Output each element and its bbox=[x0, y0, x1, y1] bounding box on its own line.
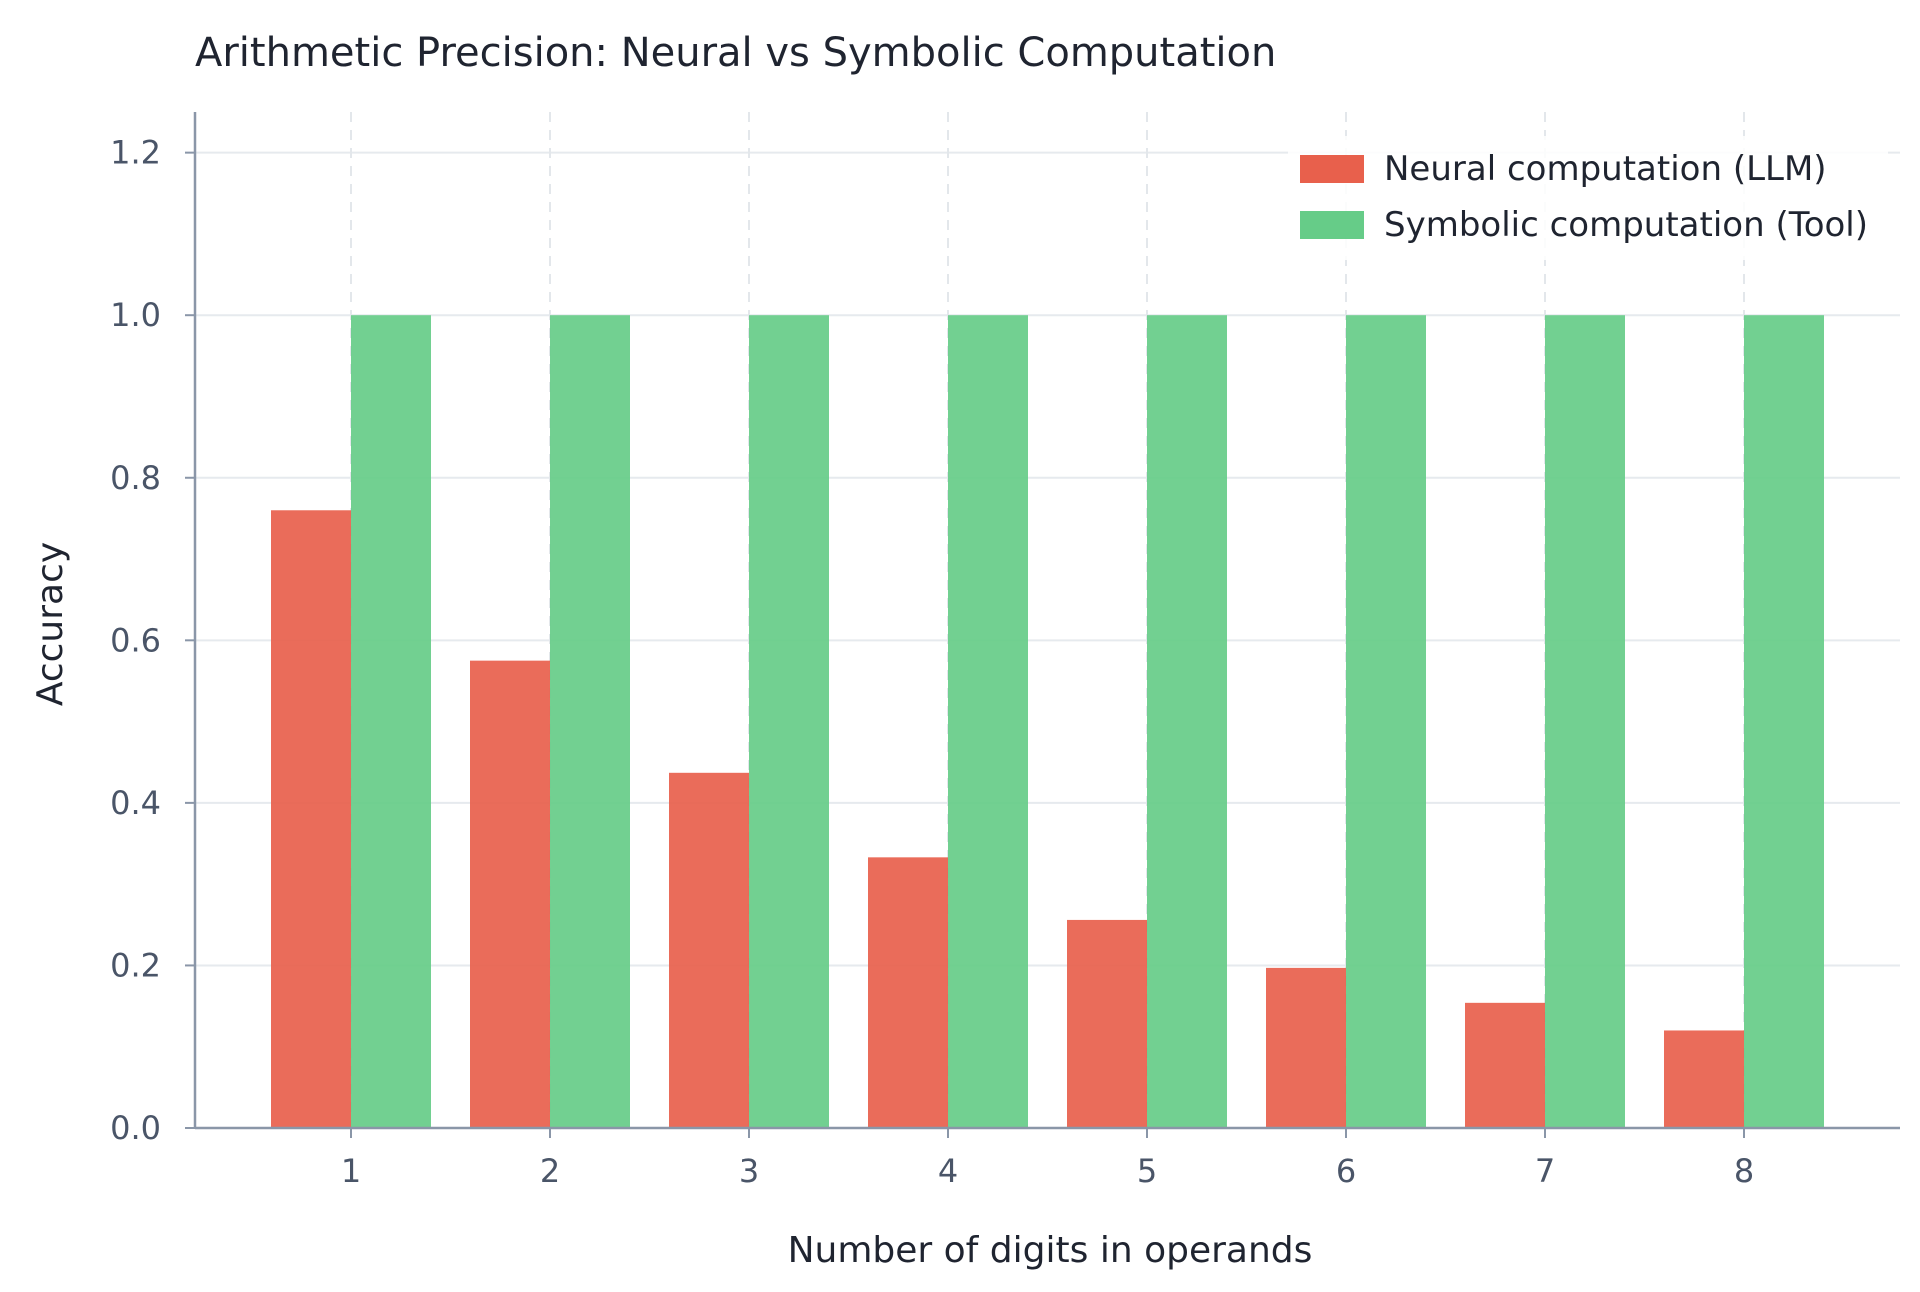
chart-title: Arithmetic Precision: Neural vs Symbolic… bbox=[195, 30, 1276, 76]
legend-background bbox=[1288, 136, 1888, 260]
y-tick-label: 0.2 bbox=[110, 946, 161, 984]
bar-symbolic-1 bbox=[351, 315, 431, 1128]
x-tick-label: 5 bbox=[1137, 1152, 1157, 1190]
bar-neural-4 bbox=[868, 857, 948, 1128]
bar-symbolic-3 bbox=[749, 315, 829, 1128]
y-tick-label: 0.8 bbox=[110, 459, 161, 497]
bar-symbolic-2 bbox=[550, 315, 630, 1128]
x-tick-label: 2 bbox=[540, 1152, 560, 1190]
bar-neural-2 bbox=[470, 660, 550, 1128]
y-tick-label: 1.2 bbox=[110, 134, 161, 172]
y-axis-label: Accuracy bbox=[30, 542, 71, 706]
legend-swatch-neural bbox=[1300, 155, 1364, 183]
bar-neural-7 bbox=[1465, 1002, 1545, 1128]
bars bbox=[271, 315, 1824, 1129]
bar-symbolic-7 bbox=[1545, 315, 1625, 1128]
x-axis-label: Number of digits in operands bbox=[788, 1230, 1313, 1271]
y-tick-label: 1.0 bbox=[110, 296, 161, 334]
y-axis-ticks: 0.0 0.2 0.4 0.6 0.8 1.0 1.2 bbox=[110, 134, 195, 1147]
bar-neural-6 bbox=[1266, 967, 1346, 1128]
legend-label-neural: Neural computation (LLM) bbox=[1384, 149, 1827, 189]
x-tick-label: 7 bbox=[1535, 1152, 1555, 1190]
legend-swatch-symbolic bbox=[1300, 211, 1364, 239]
legend: Neural computation (LLM) Symbolic comput… bbox=[1288, 136, 1888, 260]
bar-neural-3 bbox=[669, 772, 749, 1128]
y-tick-label: 0.6 bbox=[110, 621, 161, 659]
bar-symbolic-8 bbox=[1744, 315, 1824, 1128]
x-tick-label: 6 bbox=[1336, 1152, 1356, 1190]
bar-symbolic-5 bbox=[1147, 315, 1227, 1128]
y-tick-label: 0.0 bbox=[110, 1109, 161, 1147]
bar-neural-5 bbox=[1067, 919, 1147, 1128]
x-tick-label: 3 bbox=[739, 1152, 759, 1190]
bar-neural-8 bbox=[1664, 1030, 1744, 1128]
bar-neural-1 bbox=[271, 510, 351, 1129]
x-tick-label: 8 bbox=[1734, 1152, 1754, 1190]
bar-symbolic-6 bbox=[1346, 315, 1426, 1128]
x-tick-label: 1 bbox=[341, 1152, 361, 1190]
y-tick-label: 0.4 bbox=[110, 784, 161, 822]
x-axis-ticks: 1 2 3 4 5 6 7 8 bbox=[341, 1128, 1754, 1190]
legend-label-symbolic: Symbolic computation (Tool) bbox=[1384, 205, 1868, 245]
axes bbox=[193, 112, 1900, 1130]
x-tick-label: 4 bbox=[938, 1152, 958, 1190]
bar-symbolic-4 bbox=[948, 315, 1028, 1128]
